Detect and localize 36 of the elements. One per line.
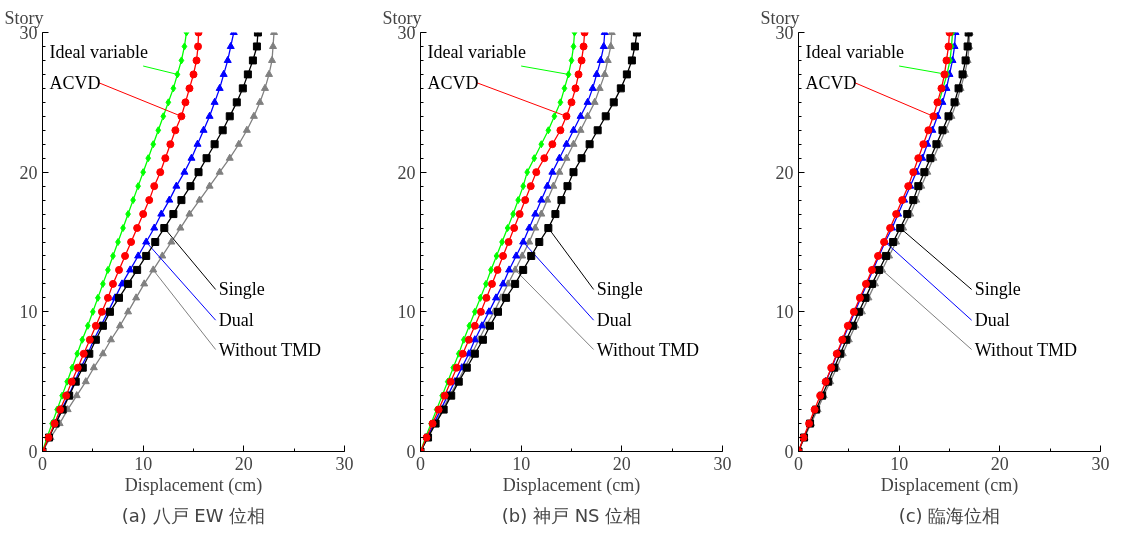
text: ACVD bbox=[805, 72, 857, 93]
series-label: Ideal variable bbox=[49, 42, 148, 63]
text: Ideal variable bbox=[805, 42, 904, 63]
x-axis-title: Displacement (cm) bbox=[880, 474, 1019, 496]
text: Without TMD bbox=[974, 339, 1078, 360]
text: Dual bbox=[218, 310, 254, 331]
x-tick-label: 30 bbox=[335, 453, 354, 474]
text: Dual bbox=[596, 310, 632, 331]
x-tick-label: 10 bbox=[890, 453, 909, 474]
text: Without TMD bbox=[596, 339, 700, 360]
text: Without TMD bbox=[218, 339, 322, 360]
x-tick-label: 10 bbox=[134, 453, 153, 474]
text: ACVD bbox=[427, 72, 479, 93]
text: Single bbox=[974, 279, 1021, 300]
x-tick-label: 20 bbox=[990, 453, 1009, 474]
x-tick-label: 10 bbox=[512, 453, 531, 474]
y-tick-label: 20 bbox=[775, 162, 794, 183]
text: (a) 八戸 EW 位相 bbox=[121, 504, 266, 526]
x-tick-label: 30 bbox=[1091, 453, 1110, 474]
text: (c) 臨海位相 bbox=[898, 504, 1001, 526]
text: Ideal variable bbox=[427, 42, 526, 63]
y-tick-label: 10 bbox=[775, 302, 794, 323]
y-tick-label: 10 bbox=[397, 302, 416, 323]
x-tick-label: 20 bbox=[234, 453, 253, 474]
text: ACVD bbox=[49, 72, 101, 93]
y-tick-label: 20 bbox=[397, 162, 416, 183]
text: Single bbox=[596, 279, 643, 300]
x-tick-label: 20 bbox=[612, 453, 631, 474]
x-tick-label: 30 bbox=[713, 453, 732, 474]
y-tick-label: 20 bbox=[19, 162, 38, 183]
x-axis-title: Displacement (cm) bbox=[502, 474, 641, 496]
text: (b) 神戸 NS 位相 bbox=[501, 504, 642, 526]
y-tick-label: 10 bbox=[19, 302, 38, 323]
text: Single bbox=[218, 279, 265, 300]
x-axis-title: Displacement (cm) bbox=[124, 474, 263, 496]
text: Dual bbox=[974, 310, 1010, 331]
